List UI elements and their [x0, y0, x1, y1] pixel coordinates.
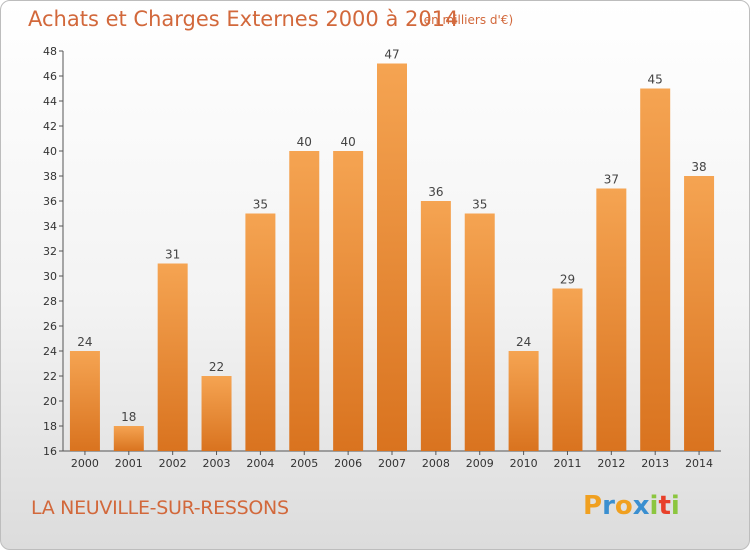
bar-2011 [552, 288, 583, 451]
x-tick-label: 2007 [378, 457, 406, 470]
logo-letter: o [614, 491, 633, 521]
bar-2003 [201, 376, 232, 451]
commune-name: LA NEUVILLE-SUR-RESSONS [31, 497, 289, 519]
y-tick-label: 42 [43, 120, 57, 133]
bar-2000 [69, 351, 100, 451]
bar-2001 [113, 426, 144, 451]
logo-letter: r [602, 491, 615, 521]
x-tick-label: 2012 [597, 457, 625, 470]
bar-2013 [640, 88, 671, 451]
x-tick-label: 2003 [203, 457, 231, 470]
y-tick-label: 16 [43, 445, 57, 458]
x-tick-label: 2006 [334, 457, 362, 470]
bar-2007 [377, 63, 407, 451]
x-tick-label: 2001 [115, 457, 143, 470]
bar-value-label: 36 [428, 185, 443, 199]
bar-value-label: 40 [340, 135, 355, 149]
x-tick-label: 2002 [159, 457, 187, 470]
bar-value-label: 18 [121, 410, 136, 424]
bar-2009 [464, 213, 495, 451]
x-tick-label: 2008 [422, 457, 450, 470]
bar-value-label: 35 [253, 198, 268, 212]
bar-2008 [420, 201, 451, 451]
bar-2014 [684, 176, 715, 451]
y-tick-label: 36 [43, 195, 57, 208]
bar-2006 [333, 151, 364, 451]
y-tick-label: 18 [43, 420, 57, 433]
y-tick-label: 30 [43, 270, 57, 283]
y-tick-label: 32 [43, 245, 57, 258]
x-tick-label: 2009 [466, 457, 494, 470]
bar-2002 [157, 263, 188, 451]
bar-value-label: 22 [209, 360, 224, 374]
x-tick-label: 2014 [685, 457, 713, 470]
y-tick-label: 34 [43, 220, 57, 233]
y-tick-label: 44 [43, 95, 57, 108]
x-tick-label: 2004 [246, 457, 274, 470]
bar-2012 [596, 188, 627, 451]
bar-2005 [289, 151, 320, 451]
y-tick-label: 26 [43, 320, 57, 333]
bar-value-label: 29 [560, 273, 575, 287]
logo-letter: x [632, 491, 650, 521]
bar-value-label: 37 [604, 173, 619, 187]
chart-subtitle: (en milliers d'€) [419, 13, 514, 27]
bar-value-label: 35 [472, 198, 487, 212]
bar-value-label: 45 [648, 73, 663, 87]
y-tick-label: 40 [43, 145, 57, 158]
x-tick-label: 2013 [641, 457, 669, 470]
bar-value-label: 24 [77, 335, 92, 349]
y-tick-label: 38 [43, 170, 57, 183]
bar-value-label: 38 [691, 160, 706, 174]
logo-letter: t [658, 491, 671, 521]
y-tick-label: 20 [43, 395, 57, 408]
bar-value-label: 40 [297, 135, 312, 149]
bar-2010 [508, 351, 539, 451]
bar-value-label: 47 [384, 48, 399, 62]
y-tick-label: 46 [43, 70, 57, 83]
y-tick-label: 48 [43, 45, 57, 58]
y-tick-label: 28 [43, 295, 57, 308]
x-tick-label: 2010 [510, 457, 538, 470]
y-tick-label: 22 [43, 370, 57, 383]
x-tick-label: 2011 [553, 457, 581, 470]
bar-2004 [245, 213, 276, 451]
bar-value-label: 24 [516, 335, 531, 349]
x-tick-label: 2000 [71, 457, 99, 470]
x-tick-label: 2005 [290, 457, 318, 470]
bar-value-label: 31 [165, 248, 180, 262]
logo-letter: i [649, 491, 659, 521]
proxiti-logo: Proxiti [583, 491, 680, 521]
logo-letter: i [670, 491, 680, 521]
y-tick-label: 24 [43, 345, 57, 358]
chart-title: Achats et Charges Externes 2000 à 2014 [28, 7, 459, 31]
logo-letter: P [583, 491, 603, 521]
